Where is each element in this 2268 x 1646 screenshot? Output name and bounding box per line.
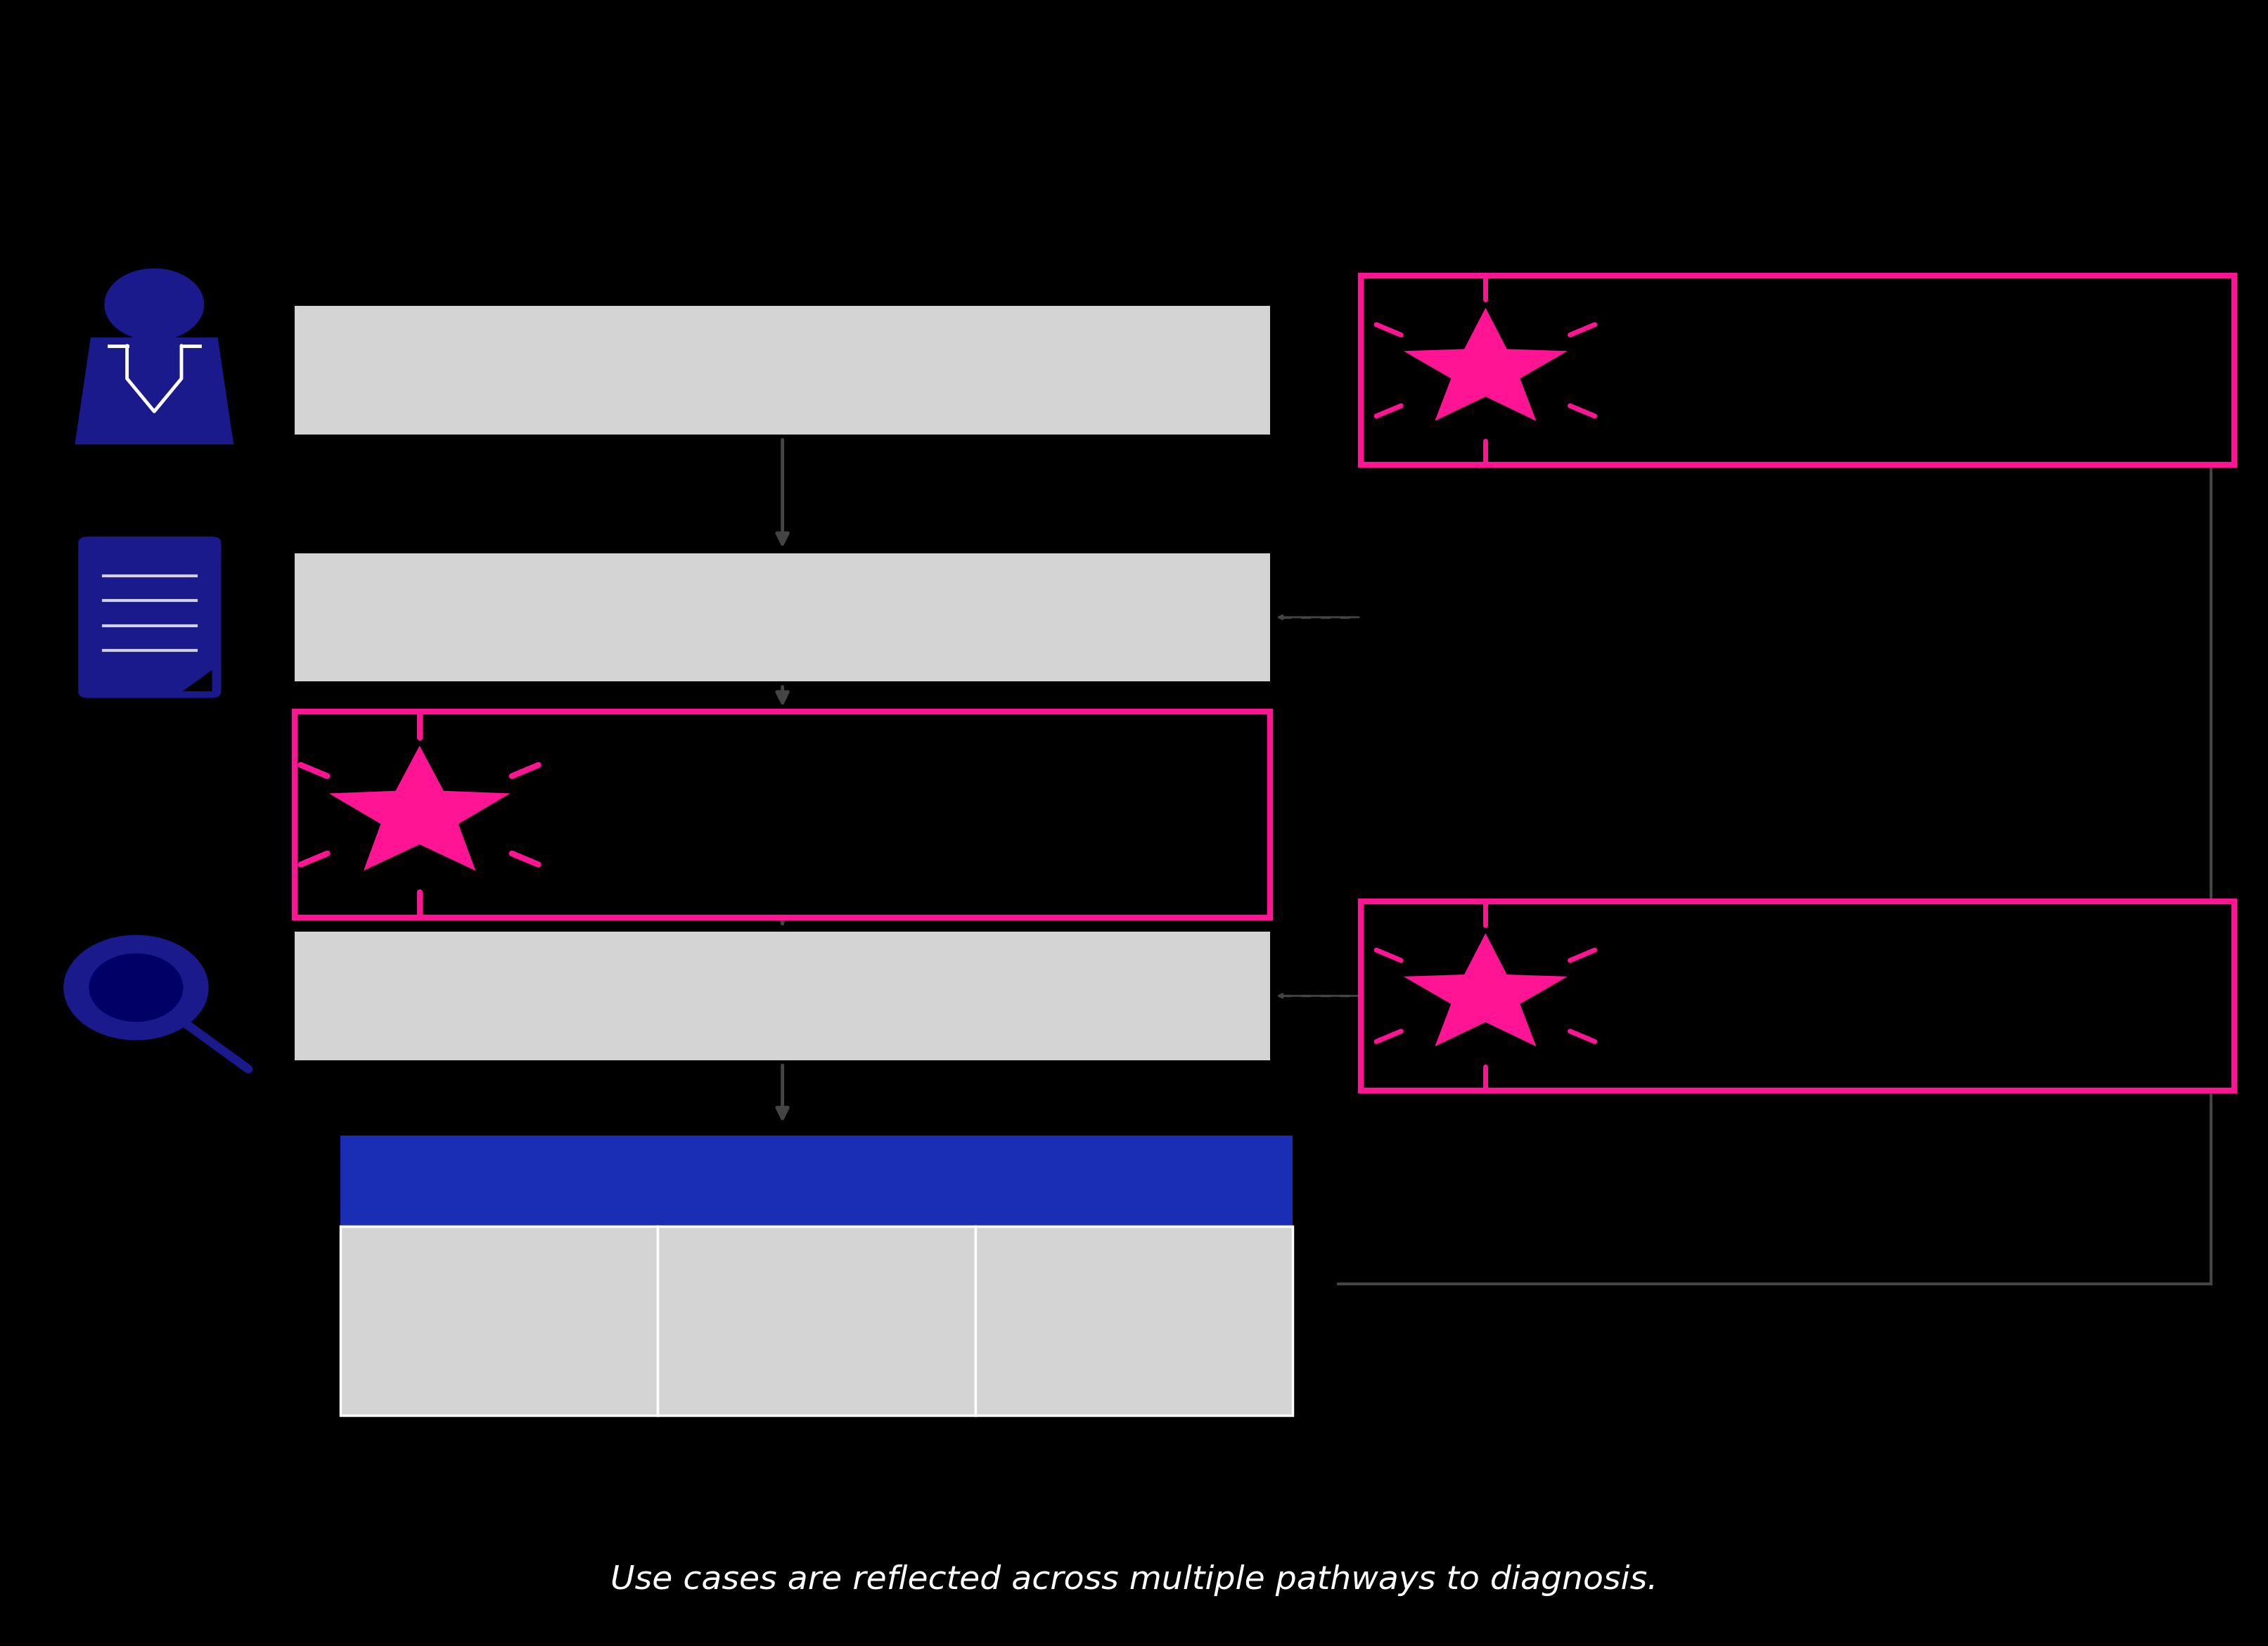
FancyBboxPatch shape <box>295 932 1270 1060</box>
Text: Cancer
ruled out: Cancer ruled out <box>367 1286 510 1356</box>
FancyBboxPatch shape <box>658 1226 975 1416</box>
Text: Presentation in primary care: Presentation in primary care <box>329 351 885 390</box>
Circle shape <box>88 953 184 1022</box>
Text: Gastroscopy: Gastroscopy <box>329 976 572 1016</box>
FancyBboxPatch shape <box>295 306 1270 435</box>
FancyBboxPatch shape <box>295 711 1270 918</box>
Circle shape <box>104 268 204 341</box>
Text: Barrett’s
oesophagus: Barrett’s oesophagus <box>1002 1286 1191 1356</box>
Polygon shape <box>181 670 213 691</box>
Text: Use cases are reflected across multiple pathways to diagnosis.: Use cases are reflected across multiple … <box>610 1564 1658 1597</box>
Polygon shape <box>329 746 510 871</box>
Text: Referral to secondary care: Referral to secondary care <box>329 597 846 637</box>
Text: Diagnosis: Diagnosis <box>367 1162 583 1200</box>
Polygon shape <box>1404 308 1567 421</box>
Circle shape <box>64 935 209 1040</box>
FancyBboxPatch shape <box>975 1226 1293 1416</box>
FancyBboxPatch shape <box>77 537 222 698</box>
FancyBboxPatch shape <box>340 1226 658 1416</box>
FancyBboxPatch shape <box>340 1136 1293 1226</box>
FancyBboxPatch shape <box>295 553 1270 681</box>
Polygon shape <box>75 337 234 444</box>
FancyBboxPatch shape <box>1361 275 2234 464</box>
FancyBboxPatch shape <box>1361 902 2234 1090</box>
Polygon shape <box>1404 933 1567 1047</box>
Text: Oesophageal
cancer: Oesophageal cancer <box>685 1286 889 1356</box>
